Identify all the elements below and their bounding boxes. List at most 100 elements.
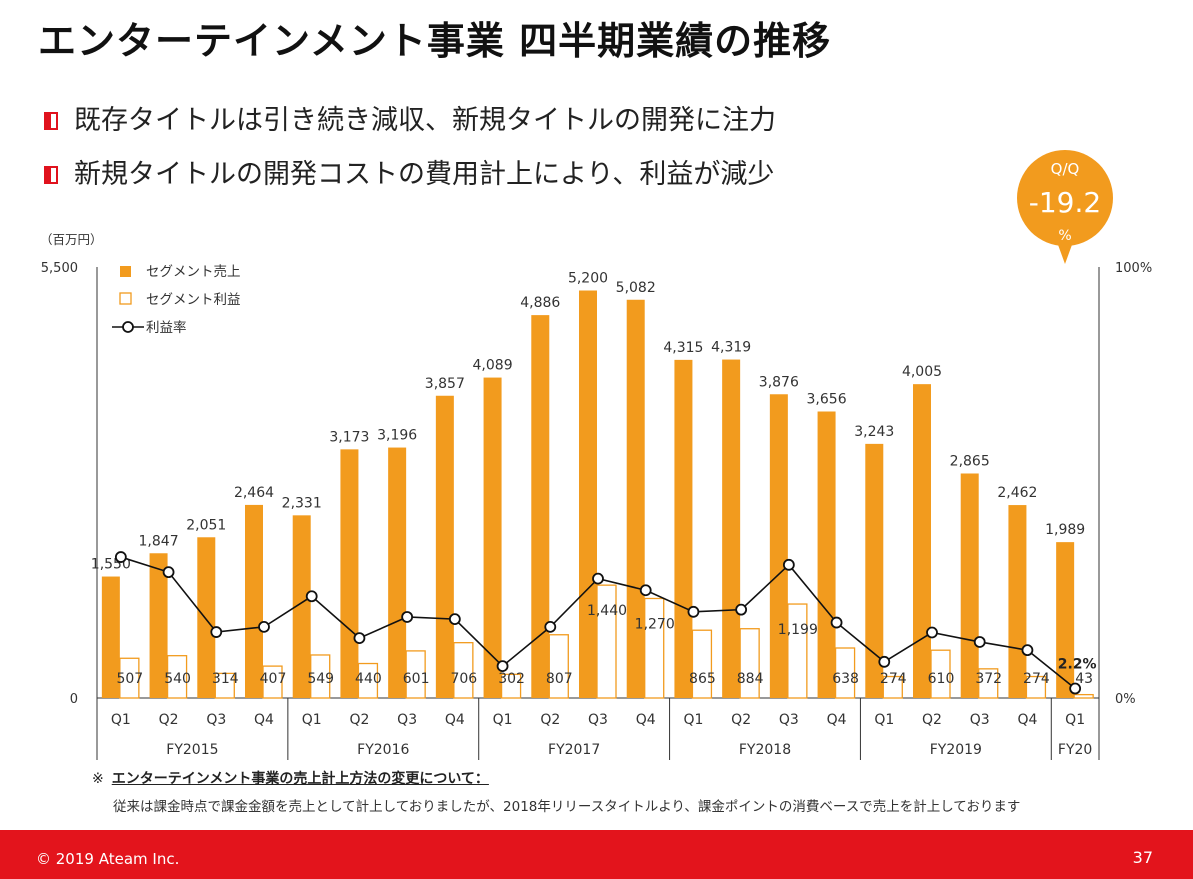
x-tick-label: Q2 xyxy=(540,712,560,728)
fiscal-year-label: FY2016 xyxy=(357,742,409,758)
sales-value-label: 5,082 xyxy=(616,280,656,296)
legend-margin-label: 利益率 xyxy=(146,319,187,336)
note-body: 従来は課金時点で課金金額を売上として計上しておりましたが、2018年リリースタイ… xyxy=(113,799,1021,815)
y-tick-label: 5,500 xyxy=(41,261,78,276)
profit-bar xyxy=(214,672,235,699)
y-tick-label: 0 xyxy=(70,692,78,707)
profit-value-label: 884 xyxy=(737,671,764,687)
sales-value-label: 1,847 xyxy=(139,533,179,549)
sales-value-label: 2,865 xyxy=(950,453,990,469)
sales-bar xyxy=(101,576,120,698)
margin-marker xyxy=(401,611,414,623)
sales-value-label: 4,315 xyxy=(663,340,703,356)
margin-marker xyxy=(544,620,557,633)
callout-value: -19.2 xyxy=(1028,186,1102,219)
margin-marker xyxy=(353,632,366,644)
margin-marker xyxy=(210,626,223,638)
sales-bar xyxy=(1008,505,1027,698)
sales-value-label: 4,005 xyxy=(902,364,942,380)
fiscal-year-label: FY20 xyxy=(1058,742,1092,758)
profit-bar xyxy=(596,584,617,699)
segment-chart: （百万円）5,5000100%0%1,550507Q11,847540Q22,0… xyxy=(40,232,1152,760)
profit-value-label: 601 xyxy=(403,671,430,687)
margin-marker xyxy=(258,620,270,633)
profit-bar xyxy=(1073,693,1094,699)
profit-value-label: 706 xyxy=(450,671,477,687)
y2-tick-label: 100% xyxy=(1115,261,1152,276)
footer-bar: © 2019 Ateam Inc. 37 xyxy=(0,830,1193,879)
profit-bar xyxy=(739,628,760,699)
qq-callout-badge: Q/Q -19.2 % xyxy=(1014,150,1116,268)
profit-bar xyxy=(166,655,188,699)
profit-value-label: 314 xyxy=(212,671,239,687)
sales-bar xyxy=(435,395,454,698)
profit-bar xyxy=(691,629,713,699)
profit-value-label: 1,440 xyxy=(587,603,627,619)
sales-bar xyxy=(626,299,645,698)
profit-value-label: 1,270 xyxy=(635,616,675,632)
profit-value-label: 540 xyxy=(164,671,191,687)
profit-bar xyxy=(119,657,140,699)
note-heading: ※ エンターテインメント事業の売上計上方法の変更について： xyxy=(92,768,489,788)
profit-value-label: 610 xyxy=(928,671,955,687)
note-symbol: ※ xyxy=(92,771,104,787)
sales-bar xyxy=(769,394,788,698)
x-tick-label: Q4 xyxy=(1017,712,1037,728)
margin-marker xyxy=(830,616,843,629)
x-tick-label: Q4 xyxy=(445,712,465,728)
profit-bar xyxy=(262,665,283,699)
profit-value-label: 302 xyxy=(498,671,525,687)
profit-bar xyxy=(644,597,665,699)
margin-marker xyxy=(639,584,652,597)
profit-bar xyxy=(548,634,569,699)
margin-marker xyxy=(305,590,318,603)
fiscal-year-label: FY2019 xyxy=(930,742,982,758)
fiscal-year-label: FY2018 xyxy=(739,742,791,758)
x-tick-label: Q1 xyxy=(874,712,894,728)
x-tick-label: Q3 xyxy=(397,712,417,728)
sales-bar xyxy=(865,443,884,698)
unit-label: （百万円） xyxy=(40,232,103,247)
bullet-1: 既存タイトルは引き続き減収、新規タイトルの開発に注力 xyxy=(44,98,776,137)
x-tick-label: Q2 xyxy=(731,712,751,728)
profit-bar xyxy=(1025,675,1047,699)
sales-bar xyxy=(340,449,359,698)
y2-tick-label: 0% xyxy=(1115,692,1136,707)
margin-marker xyxy=(926,626,938,639)
x-tick-label: Q1 xyxy=(683,712,703,728)
profit-bar xyxy=(310,654,331,699)
page-number: 37 xyxy=(1132,848,1153,867)
sales-value-label: 3,173 xyxy=(329,429,369,445)
legend-profit-swatch xyxy=(119,292,132,305)
bullet-2-text: 新規タイトルの開発コストの費用計上により、利益が減少 xyxy=(74,159,775,190)
fiscal-year-label: FY2015 xyxy=(166,742,218,758)
profit-bar xyxy=(453,642,474,699)
x-tick-label: Q3 xyxy=(588,712,608,728)
margin-marker xyxy=(687,605,700,618)
x-tick-label: Q2 xyxy=(922,712,942,728)
callout-unit: % xyxy=(1058,228,1072,244)
x-tick-label: Q1 xyxy=(111,712,131,728)
sales-value-label: 2,462 xyxy=(997,485,1037,501)
profit-value-label: 807 xyxy=(546,671,573,687)
margin-marker xyxy=(592,572,604,585)
legend-sales-swatch xyxy=(120,266,131,277)
slide-title: エンターテインメント事業 四半期業績の推移 xyxy=(38,19,832,63)
margin-marker xyxy=(1021,644,1034,657)
sales-bar xyxy=(722,359,741,698)
profit-bar xyxy=(500,673,522,699)
bullet-1-text: 既存タイトルは引き続き減収、新規タイトルの開発に注力 xyxy=(74,105,776,136)
sales-bar xyxy=(197,537,216,698)
margin-marker xyxy=(782,558,795,571)
sales-value-label: 4,319 xyxy=(711,340,751,356)
sales-bar xyxy=(483,377,502,698)
x-tick-label: Q1 xyxy=(1065,712,1085,728)
sales-value-label: 1,989 xyxy=(1045,522,1085,538)
sales-value-label: 3,196 xyxy=(377,428,417,444)
sales-value-label: 4,089 xyxy=(473,358,513,374)
profit-value-label: 440 xyxy=(355,671,382,687)
x-tick-label: Q1 xyxy=(493,712,513,728)
bullet-marker-icon xyxy=(44,112,58,130)
sales-bar xyxy=(149,553,168,698)
sales-bar xyxy=(531,315,550,698)
